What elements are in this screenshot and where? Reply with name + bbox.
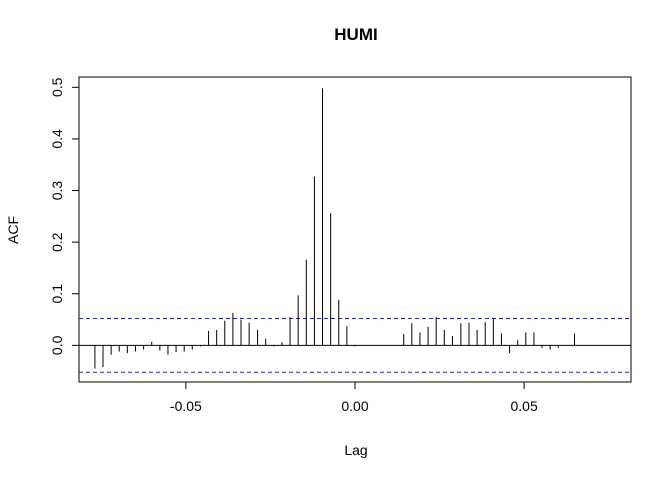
y-tick-label: 0.1: [49, 284, 65, 304]
chart-title: HUMI: [334, 25, 377, 44]
chart-marks: -0.05 0.00 0.05 0.0 0.1 0.2 0.3 0.4 0.5: [49, 77, 631, 414]
plot-frame: [78, 76, 632, 383]
y-tick-label: 0.3: [49, 181, 65, 201]
y-tick-label: 0.5: [49, 77, 65, 97]
x-tick-label: -0.05: [170, 398, 202, 414]
y-tick-label: 0.4: [49, 129, 65, 149]
y-tick-label: 0.0: [49, 335, 65, 355]
x-tick-label: 0.00: [341, 398, 368, 414]
x-tick-label: 0.05: [510, 398, 537, 414]
x-axis-label: Lag: [344, 442, 367, 458]
y-axis-label: ACF: [5, 216, 21, 244]
y-tick-label: 0.2: [49, 232, 65, 252]
